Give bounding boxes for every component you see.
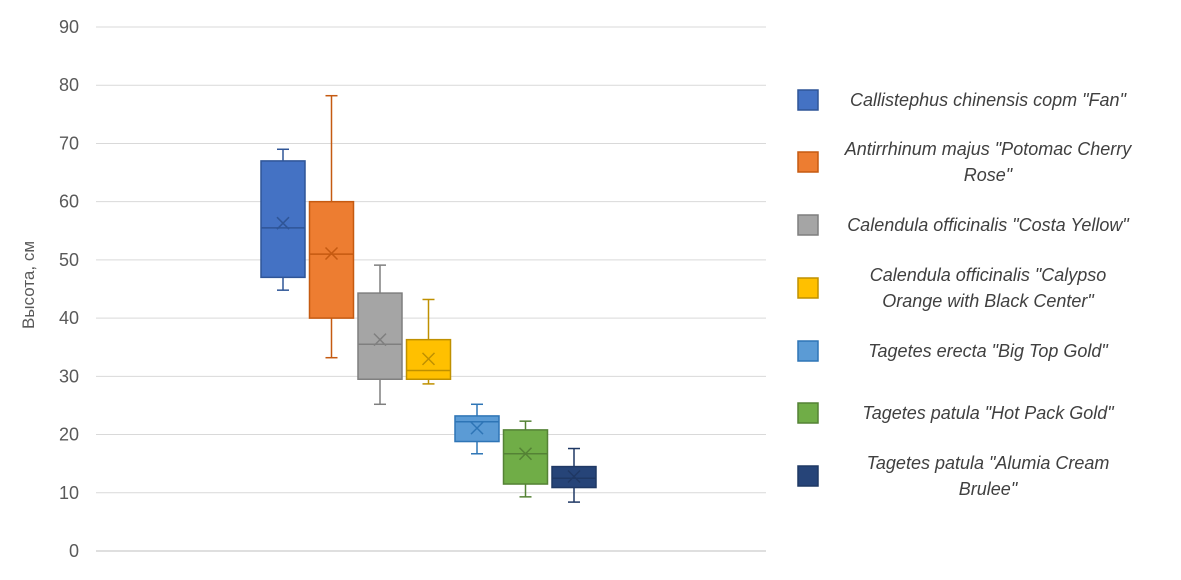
legend-label: Antirrhinum majus "Potomac Cherry <box>844 139 1132 159</box>
y-tick-label: 70 <box>59 133 79 153</box>
iqr-box <box>502 429 549 485</box>
legend-swatch <box>797 214 819 236</box>
legend-item-3: Calendula officinalis "Costa Yellow" <box>797 214 1130 236</box>
legend-item-1: Callistephus chinensis сорт "Fan" <box>797 89 1128 111</box>
box-6 <box>502 420 549 498</box>
legend-swatch <box>797 89 819 111</box>
y-tick-label: 10 <box>59 483 79 503</box>
box-7 <box>551 447 597 503</box>
legend-item-4: Calendula officinalis "Calypso Orange wit… <box>797 265 1107 311</box>
iqr-box <box>260 160 306 279</box>
mean-marker <box>276 216 290 230</box>
legend-swatch <box>797 151 819 173</box>
legend-label: Brulee" <box>959 479 1019 499</box>
y-tick-label: 30 <box>59 366 79 386</box>
legend-item-7: Tagetes patula "Alumia Cream Brulee" <box>797 453 1110 499</box>
iqr-box <box>308 200 355 319</box>
y-tick-label: 40 <box>59 308 79 328</box>
legend-label: Tagetes erecta "Big Top Gold" <box>868 341 1109 361</box>
mean-marker <box>324 246 339 261</box>
legend-label: Calendula officinalis "Calypso <box>870 265 1107 285</box>
y-axis-ticks: 0 10 20 30 40 50 60 70 80 90 <box>59 17 79 561</box>
legend-label: Tagetes patula "Hot Pack Gold" <box>862 403 1115 423</box>
box-4 <box>405 298 452 385</box>
box-5 <box>454 403 500 455</box>
legend-item-5: Tagetes erecta "Big Top Gold" <box>797 340 1109 362</box>
y-tick-label: 0 <box>69 541 79 561</box>
box-2 <box>308 94 355 359</box>
gridlines <box>96 26 766 552</box>
mean-marker <box>373 333 387 347</box>
box-1 <box>260 148 306 291</box>
legend-item-2: Antirrhinum majus "Potomac Cherry Rose" <box>797 139 1132 185</box>
mean-marker <box>421 352 436 366</box>
y-axis-label: Высота, см <box>19 241 38 329</box>
legend-label: Calendula officinalis "Costa Yellow" <box>847 215 1130 235</box>
legend-label: Callistephus chinensis сорт "Fan" <box>850 90 1128 110</box>
y-tick-label: 90 <box>59 17 79 37</box>
y-tick-label: 20 <box>59 425 79 445</box>
legend-label: Rose" <box>964 165 1014 185</box>
iqr-box <box>357 292 403 380</box>
mean-marker <box>470 421 484 435</box>
box-3 <box>357 264 403 406</box>
y-tick-label: 50 <box>59 250 79 270</box>
legend-swatch <box>797 465 819 487</box>
mean-marker <box>567 469 581 484</box>
legend-label: Tagetes patula "Alumia Cream <box>867 453 1110 473</box>
legend-swatch <box>797 402 819 424</box>
legend-item-6: Tagetes patula "Hot Pack Gold" <box>797 402 1115 424</box>
mean-marker <box>518 447 533 461</box>
boxes <box>260 94 597 503</box>
y-tick-label: 80 <box>59 75 79 95</box>
legend-swatch <box>797 277 819 299</box>
y-tick-label: 60 <box>59 192 79 212</box>
legend-label: Orange with Black Center" <box>882 291 1095 311</box>
legend-swatch <box>797 340 819 362</box>
legend: Callistephus chinensis сорт "Fan" Antirrh… <box>797 89 1132 499</box>
